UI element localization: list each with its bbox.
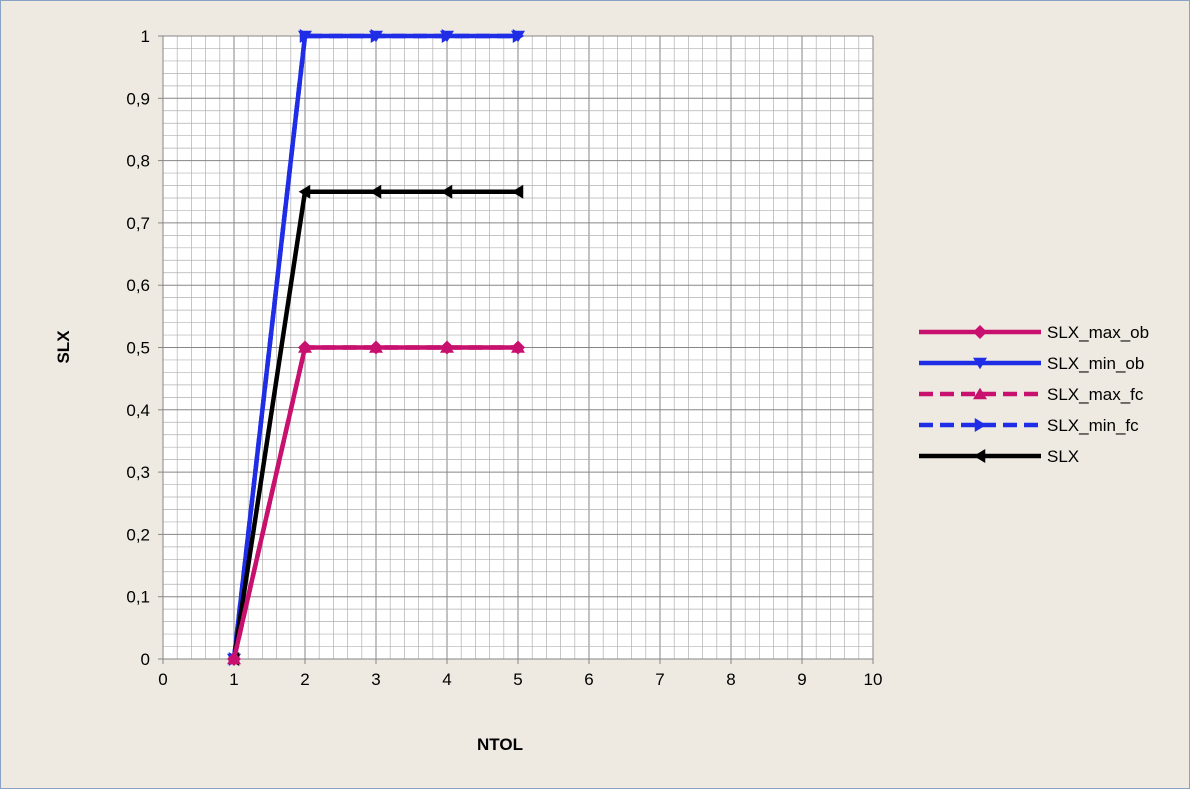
legend-marker <box>973 449 986 463</box>
x-tick-label: 4 <box>442 670 451 689</box>
y-tick-label: 0,6 <box>126 276 150 295</box>
series-SLX_max_fc <box>227 341 525 665</box>
data-point <box>441 29 454 43</box>
y-tick-label: 0,2 <box>126 525 150 544</box>
data-point <box>298 184 311 199</box>
legend-marker <box>974 418 987 432</box>
y-tick-label: 1 <box>141 27 150 46</box>
x-tick-label: 9 <box>797 670 806 689</box>
legend-item: SLX_min_ob <box>919 354 1144 373</box>
legend: SLX_max_ob SLX_min_ob SLX_max_fc SLX_min_fc… <box>919 323 1149 466</box>
legend-marker <box>973 387 987 400</box>
data-point <box>227 652 241 665</box>
y-tick-label: 0,3 <box>126 463 150 482</box>
data-point <box>298 341 312 353</box>
legend-item: SLX_max_fc <box>919 385 1144 404</box>
legend-item: SLX_max_ob <box>919 323 1149 342</box>
data-point <box>440 184 453 199</box>
y-tick-label: 0,7 <box>126 214 150 233</box>
y-tick-label: 0,8 <box>126 152 150 171</box>
x-tick-label: 5 <box>513 670 522 689</box>
legend-label: SLX_max_ob <box>1047 323 1149 342</box>
y-tick-label: 0,1 <box>126 588 150 607</box>
data-point <box>511 341 525 353</box>
y-tick-label: 0,9 <box>126 89 150 108</box>
series-group <box>227 29 525 666</box>
x-tick-label: 3 <box>371 670 380 689</box>
data-point <box>440 341 454 353</box>
x-axis-title: NTOL <box>477 735 523 754</box>
axes: 0 1 2 3 4 5 6 7 8 9 10 0 0,1 0,2 0,3 0,4 0,5 0,6 0,7 0,8 0,9… <box>126 27 882 689</box>
y-axis-title: SLX <box>54 330 73 364</box>
data-point <box>370 29 383 43</box>
y-tick-label: 0,4 <box>126 401 150 420</box>
x-tick-label: 10 <box>864 670 883 689</box>
legend-label: SLX_min_fc <box>1047 416 1139 435</box>
y-tick-label: 0 <box>141 650 150 669</box>
data-point <box>369 184 382 199</box>
x-tick-label: 6 <box>584 670 593 689</box>
data-point <box>369 341 383 353</box>
y-tick-label: 0,5 <box>126 339 150 358</box>
x-tick-label: 0 <box>158 670 167 689</box>
legend-label: SLX_min_ob <box>1047 354 1144 373</box>
data-point <box>299 29 312 43</box>
x-tick-label: 1 <box>229 670 238 689</box>
data-point <box>511 184 524 199</box>
legend-marker <box>973 357 987 370</box>
x-tick-label: 2 <box>300 670 309 689</box>
x-tick-label: 7 <box>655 670 664 689</box>
legend-item: SLX <box>919 447 1079 466</box>
data-point <box>512 29 525 43</box>
legend-label: SLX_max_fc <box>1047 385 1144 404</box>
legend-marker <box>973 325 987 339</box>
legend-label: SLX <box>1047 447 1079 466</box>
grid <box>162 35 874 660</box>
legend-item: SLX_min_fc <box>919 416 1139 435</box>
x-tick-label: 8 <box>726 670 735 689</box>
